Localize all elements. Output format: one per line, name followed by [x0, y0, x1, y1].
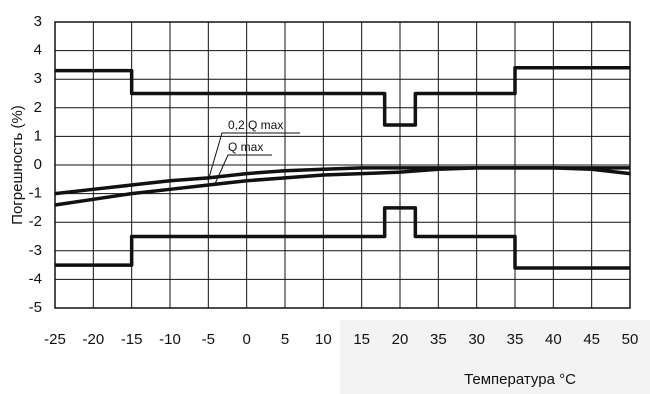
- x-tick-label: 35: [507, 331, 524, 348]
- x-tick-label: 50: [622, 331, 639, 348]
- x-tick-label: 5: [281, 331, 289, 348]
- x-tick-label: 45: [583, 331, 600, 348]
- series-line: [54, 166, 630, 196]
- y-tick-label: -4: [29, 270, 42, 287]
- y-tick-label: 0: [34, 156, 42, 173]
- y-tick-label: 3: [34, 70, 42, 87]
- x-tick-label: -20: [82, 331, 104, 348]
- y-tick-label: 1: [34, 127, 42, 144]
- y-tick-label: 3: [34, 13, 42, 30]
- x-tick-label: 35: [430, 331, 447, 348]
- x-axis-label: Температура °С: [464, 371, 576, 388]
- y-tick-label: -3: [29, 242, 42, 259]
- series-line: [54, 166, 631, 207]
- y-axis-label: Погрешность (%): [9, 105, 26, 225]
- y-tick-label: -5: [29, 299, 42, 316]
- x-tick-label: 10: [315, 331, 332, 348]
- x-tick-label: -25: [44, 331, 66, 348]
- x-tick-label: 40: [545, 331, 562, 348]
- x-tick-label: 30: [468, 331, 485, 348]
- series-annotation: Q max: [228, 140, 263, 154]
- background-patch: [340, 320, 650, 394]
- x-tick-label: 20: [392, 331, 409, 348]
- y-tick-label: -1: [29, 185, 42, 202]
- series-annotation: 0,2 Q max: [228, 118, 283, 132]
- x-tick-label: -15: [121, 331, 143, 348]
- x-tick-label: -5: [202, 331, 215, 348]
- x-tick-label: 0: [242, 331, 250, 348]
- y-tick-label: 4: [34, 42, 42, 59]
- series-line: [55, 206, 630, 270]
- x-tick-label: -10: [159, 331, 181, 348]
- plot-border: [54, 21, 631, 309]
- series-line: [55, 66, 630, 127]
- y-tick-label: 2: [34, 99, 42, 116]
- y-tick-label: -2: [29, 213, 42, 230]
- x-tick-label: 15: [353, 331, 370, 348]
